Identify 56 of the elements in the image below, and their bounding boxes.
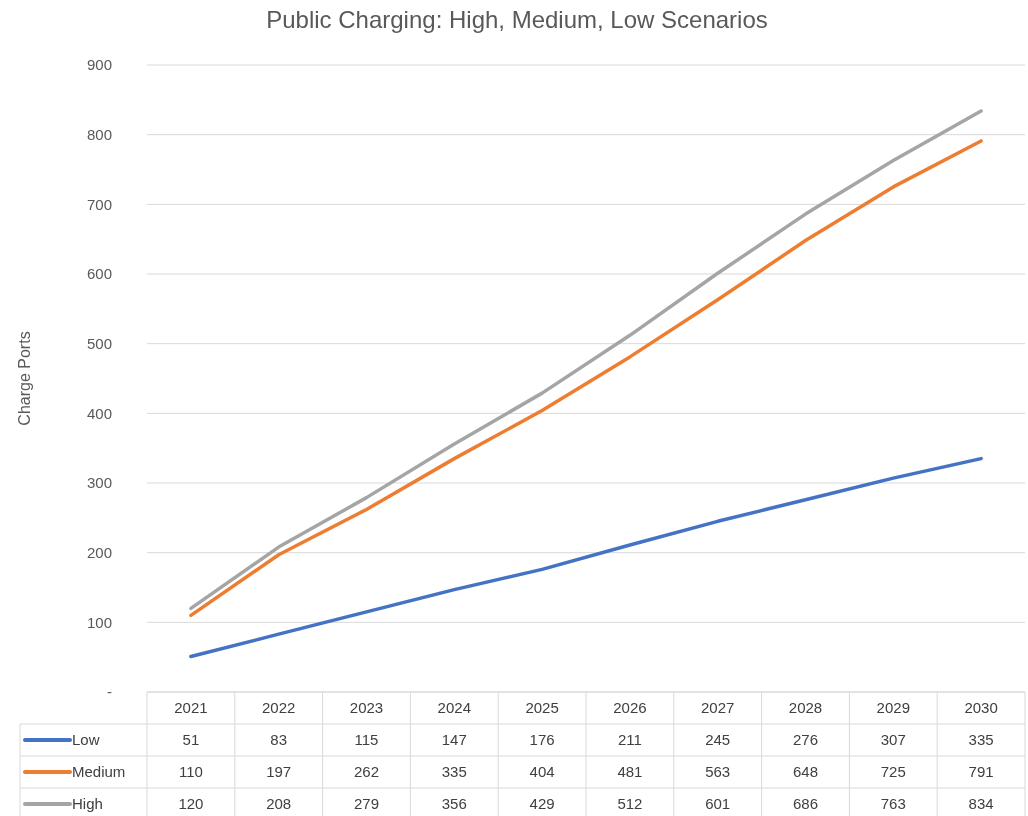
data-label: 115: [354, 731, 379, 749]
x-tick-label: 2030: [964, 699, 998, 717]
line-series: [189, 456, 983, 659]
y-tick-label: 600: [86, 265, 112, 283]
data-label: 335: [441, 763, 467, 781]
chart-title: Public Charging: High, Medium, Low Scenarios: [266, 6, 768, 33]
data-label: 404: [529, 763, 555, 781]
data-label: 120: [178, 795, 204, 813]
y-tick-label: 900: [86, 56, 112, 74]
data-label: 601: [705, 795, 731, 813]
y-tick-label: 400: [86, 404, 112, 422]
data-label: 307: [880, 731, 906, 749]
x-tick-label: 2029: [876, 699, 910, 717]
x-tick-label: 2023: [349, 699, 384, 717]
y-tick-label: 200: [86, 543, 112, 561]
data-label: 147: [441, 731, 467, 749]
data-label: 208: [266, 795, 292, 813]
data-label: 429: [529, 795, 555, 813]
x-tick-label: 2021: [174, 699, 208, 717]
data-label: 262: [353, 763, 380, 781]
data-label: 763: [880, 795, 906, 813]
legend-label: Low: [72, 731, 100, 749]
data-label: 110: [178, 763, 203, 781]
data-label: 791: [968, 763, 994, 781]
y-tick-label: 500: [86, 334, 112, 352]
data-label: 83: [270, 731, 288, 749]
data-label: 245: [705, 731, 731, 749]
data-label: 211: [617, 731, 642, 749]
x-tick-label: 2025: [525, 699, 559, 717]
y-tick-label: 700: [86, 195, 112, 213]
data-label: 51: [182, 731, 200, 749]
data-label: 335: [968, 731, 994, 749]
data-label: 197: [266, 763, 292, 781]
x-tick-label: 2027: [701, 699, 735, 717]
data-label: 276: [792, 731, 819, 749]
data-label: 481: [617, 763, 643, 781]
y-tick-label: 300: [86, 474, 112, 492]
legend-label: High: [72, 795, 103, 813]
data-label: 834: [968, 795, 994, 813]
data-label: 725: [880, 763, 906, 781]
data-label: 356: [441, 795, 467, 813]
legend-label: Medium: [72, 763, 126, 781]
x-tick-label: 2024: [437, 699, 471, 717]
y-axis-title: Charge Ports: [16, 331, 33, 426]
data-label: 176: [529, 731, 555, 749]
data-label: 686: [792, 795, 819, 813]
data-label: 563: [705, 763, 731, 781]
y-tick-label: -: [107, 683, 112, 701]
x-tick-label: 2026: [613, 699, 647, 717]
data-label: 279: [353, 795, 380, 813]
y-tick-label: 800: [86, 125, 112, 143]
x-tick-label: 2022: [262, 699, 296, 717]
data-label: 512: [617, 795, 643, 813]
x-tick-label: 2028: [788, 699, 823, 717]
y-tick-label: 100: [86, 613, 112, 631]
data-label: 648: [792, 763, 819, 781]
